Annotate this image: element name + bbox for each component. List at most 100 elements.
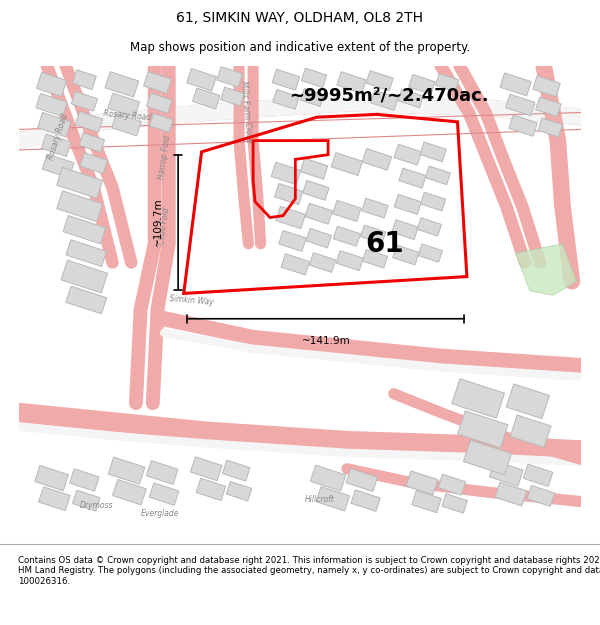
Text: 61, SIMKIN WAY, OLDHAM, OL8 2TH: 61, SIMKIN WAY, OLDHAM, OL8 2TH — [176, 11, 424, 26]
Polygon shape — [273, 89, 299, 109]
Polygon shape — [362, 249, 388, 268]
Polygon shape — [409, 74, 435, 94]
Polygon shape — [351, 490, 380, 511]
Text: ~9995m²/~2.470ac.: ~9995m²/~2.470ac. — [289, 87, 489, 105]
Polygon shape — [70, 469, 99, 491]
Polygon shape — [66, 240, 107, 266]
Polygon shape — [306, 228, 331, 248]
Polygon shape — [108, 93, 140, 117]
Polygon shape — [506, 94, 535, 116]
Polygon shape — [149, 483, 179, 505]
Polygon shape — [346, 469, 377, 491]
Polygon shape — [452, 379, 505, 418]
Polygon shape — [361, 225, 386, 244]
Polygon shape — [75, 111, 103, 132]
Polygon shape — [223, 460, 250, 481]
Polygon shape — [412, 491, 442, 512]
Text: Harrop Fold: Harrop Fold — [157, 135, 173, 180]
Polygon shape — [392, 220, 418, 239]
Polygon shape — [333, 226, 361, 246]
Polygon shape — [495, 482, 527, 506]
Polygon shape — [399, 168, 426, 188]
Polygon shape — [406, 471, 438, 495]
Polygon shape — [421, 192, 446, 211]
Polygon shape — [37, 72, 67, 96]
Polygon shape — [108, 457, 145, 484]
Polygon shape — [143, 72, 172, 93]
Polygon shape — [420, 142, 446, 162]
Polygon shape — [436, 74, 459, 91]
Polygon shape — [187, 69, 217, 91]
Polygon shape — [221, 87, 244, 106]
Polygon shape — [301, 89, 324, 106]
Polygon shape — [458, 411, 508, 448]
Polygon shape — [362, 149, 392, 170]
Polygon shape — [149, 113, 173, 132]
Polygon shape — [41, 134, 71, 156]
Polygon shape — [63, 216, 106, 244]
Polygon shape — [146, 93, 172, 113]
Polygon shape — [276, 206, 305, 229]
Polygon shape — [464, 440, 511, 475]
Polygon shape — [418, 244, 442, 262]
Polygon shape — [394, 194, 421, 214]
Polygon shape — [394, 144, 422, 165]
Polygon shape — [310, 465, 346, 491]
Text: Map shows position and indicative extent of the property.: Map shows position and indicative extent… — [130, 41, 470, 54]
Polygon shape — [57, 168, 103, 198]
Polygon shape — [61, 260, 107, 293]
Polygon shape — [506, 384, 550, 419]
Polygon shape — [336, 251, 364, 271]
Polygon shape — [366, 71, 394, 91]
Polygon shape — [337, 72, 366, 93]
Polygon shape — [71, 91, 98, 111]
Polygon shape — [490, 461, 523, 486]
Polygon shape — [523, 464, 553, 486]
Text: Rosary Road: Rosary Road — [47, 113, 70, 161]
Polygon shape — [303, 181, 329, 200]
Polygon shape — [515, 244, 577, 295]
Polygon shape — [371, 90, 398, 111]
Polygon shape — [301, 68, 327, 88]
Text: Drymoss: Drymoss — [80, 501, 113, 510]
Polygon shape — [271, 162, 301, 184]
Polygon shape — [305, 203, 332, 224]
Polygon shape — [38, 487, 70, 511]
Polygon shape — [38, 112, 71, 137]
Polygon shape — [217, 67, 242, 87]
Polygon shape — [417, 217, 442, 236]
Text: 61: 61 — [365, 230, 404, 258]
Polygon shape — [105, 72, 139, 97]
Polygon shape — [226, 481, 252, 501]
Text: Hillcroft: Hillcroft — [305, 494, 334, 504]
Polygon shape — [536, 97, 561, 117]
Polygon shape — [362, 198, 388, 218]
Polygon shape — [300, 158, 328, 179]
Polygon shape — [66, 286, 107, 314]
Polygon shape — [538, 118, 563, 137]
Polygon shape — [112, 114, 142, 136]
Polygon shape — [193, 88, 220, 109]
Polygon shape — [438, 474, 466, 495]
Polygon shape — [73, 490, 100, 511]
Text: Everglade: Everglade — [140, 509, 179, 518]
Polygon shape — [73, 70, 97, 89]
Polygon shape — [35, 466, 68, 491]
Polygon shape — [509, 115, 538, 136]
Polygon shape — [527, 486, 555, 506]
Polygon shape — [442, 494, 467, 513]
Polygon shape — [316, 486, 350, 511]
Polygon shape — [398, 89, 423, 107]
Polygon shape — [79, 132, 104, 152]
Polygon shape — [196, 478, 226, 501]
Polygon shape — [425, 166, 451, 184]
Text: Rosary Road: Rosary Road — [103, 109, 152, 122]
Polygon shape — [281, 254, 310, 275]
Polygon shape — [533, 76, 560, 97]
Polygon shape — [190, 457, 222, 481]
Polygon shape — [275, 184, 303, 204]
Polygon shape — [57, 191, 103, 222]
Text: Clido Fold: Clido Fold — [157, 208, 172, 246]
Polygon shape — [500, 73, 532, 96]
Polygon shape — [80, 152, 107, 174]
